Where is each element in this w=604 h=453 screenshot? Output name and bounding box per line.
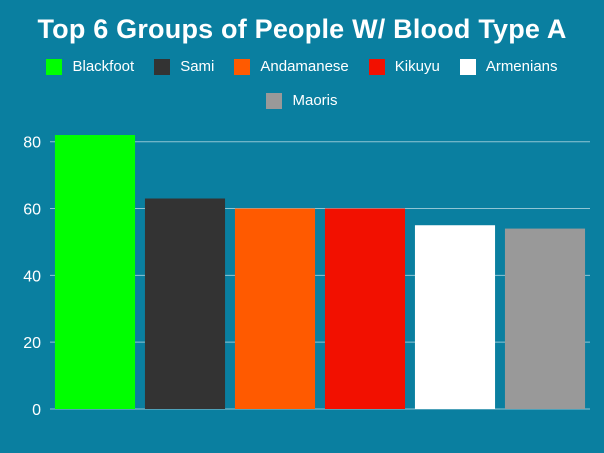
- bar-maoris: [504, 228, 586, 409]
- legend-label: Armenians: [485, 58, 558, 75]
- legend-label: Andamanese: [260, 58, 349, 75]
- legend-row-2: Maoris: [0, 92, 604, 109]
- y-tick-label: 0: [32, 402, 41, 419]
- bar-blackfoot: [54, 135, 136, 409]
- legend-item: Blackfoot: [46, 58, 134, 75]
- legend-swatch: [266, 92, 283, 109]
- legend-label: Maoris: [292, 92, 338, 109]
- y-tick-label: 40: [23, 268, 41, 285]
- chart-title: Top 6 Groups of People W/ Blood Type A: [37, 14, 567, 44]
- legend: Blackfoot Sami Andamanese Kikuyu Armenians: [0, 58, 604, 75]
- legend-swatch: [46, 58, 63, 75]
- bar-sami: [144, 198, 226, 409]
- legend-label: Sami: [180, 58, 215, 75]
- legend-swatch: [459, 58, 476, 75]
- y-tick-label: 20: [23, 335, 41, 352]
- bar-kikuyu: [324, 208, 406, 409]
- legend-label: Kikuyu: [394, 58, 440, 75]
- bar-andamanese: [234, 208, 316, 409]
- y-tick-label: 80: [23, 135, 41, 152]
- bar-armenians: [414, 225, 496, 409]
- legend-item: Kikuyu: [368, 58, 440, 75]
- legend-swatch: [368, 58, 385, 75]
- legend-item: Armenians: [459, 58, 558, 75]
- legend-item: Andamanese: [234, 58, 349, 75]
- legend-item: Sami: [154, 58, 214, 75]
- legend-item: Maoris: [266, 92, 338, 109]
- y-tick-label: 60: [23, 202, 41, 219]
- legend-label: Blackfoot: [72, 58, 135, 75]
- legend-swatch: [154, 58, 171, 75]
- legend-swatch: [234, 58, 251, 75]
